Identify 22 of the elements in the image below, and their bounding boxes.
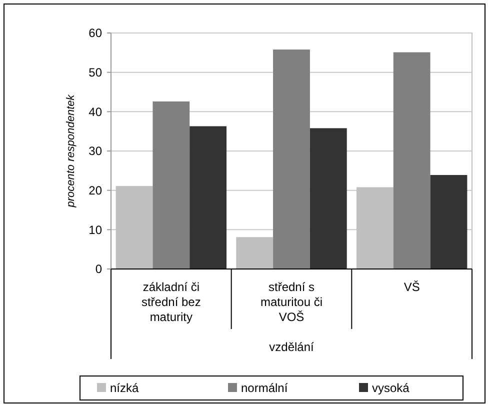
y-tick-label: 0 <box>95 262 102 276</box>
bar <box>273 50 310 269</box>
bar <box>190 126 227 269</box>
y-tick-label: 50 <box>88 66 102 80</box>
y-axis-title: procento respondentek <box>65 94 77 208</box>
bar <box>310 128 347 269</box>
legend-label: nízká <box>110 381 140 396</box>
y-tick-label: 10 <box>88 222 102 237</box>
legend-label: vysoká <box>372 381 410 396</box>
x-tick-label: VŠ <box>404 280 420 294</box>
bar <box>152 101 190 269</box>
y-tick-label: 30 <box>88 144 102 158</box>
y-tick-label: 20 <box>88 184 102 198</box>
bar <box>393 52 430 269</box>
legend-label: normální <box>241 381 288 396</box>
x-tick-label: střední s maturitou či VOŠ <box>260 280 323 324</box>
x-tick-label: základní či střední bez maturity <box>141 280 201 324</box>
x-axis-title: vzdělání <box>269 340 315 354</box>
y-tick-label: 60 <box>88 26 102 40</box>
bar <box>236 237 274 269</box>
bar <box>430 174 468 269</box>
y-tick-label: 40 <box>88 104 102 119</box>
